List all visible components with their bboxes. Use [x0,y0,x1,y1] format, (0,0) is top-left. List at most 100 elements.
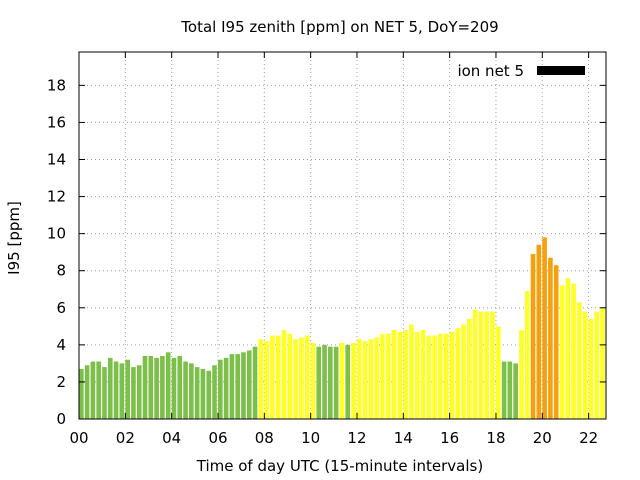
bar [588,318,594,419]
bar [90,361,96,419]
bar [281,330,287,419]
bar [420,330,426,419]
y-tick-label: 4 [56,336,66,354]
bar [189,363,194,419]
bar [484,311,490,419]
bar [594,311,600,419]
y-tick-label: 18 [47,76,66,94]
bar [223,357,229,419]
bar [241,352,246,419]
x-tick-label: 02 [116,429,135,447]
bar [264,341,269,419]
bar [171,357,177,419]
x-tick-label: 16 [440,429,459,447]
bar [501,361,507,419]
bar [548,257,553,419]
y-tick-label: 6 [56,299,66,317]
y-tick-label: 12 [47,188,66,206]
bar [513,363,518,419]
bar [478,311,484,419]
bar [107,357,113,419]
bar [246,350,252,419]
bar [183,361,188,419]
bar [524,291,530,419]
bar [217,359,223,419]
bars [79,237,605,419]
bar [258,339,264,419]
bar [391,330,397,419]
bar [438,333,443,419]
bar [310,343,316,419]
bar [206,370,212,419]
bar [84,365,90,419]
y-tick-label: 2 [56,373,66,391]
bar [339,343,345,419]
bar [368,339,374,419]
y-tick-label: 8 [56,262,66,280]
bar [414,331,420,419]
y-tick-label: 10 [47,225,66,243]
bar [536,244,542,419]
bar [565,278,571,419]
bar [345,344,351,419]
bar [304,335,310,419]
bar [165,352,171,419]
x-tick-label: 22 [579,429,598,447]
bar [102,367,107,419]
bar [119,363,125,419]
bar [79,368,84,419]
bar [316,346,322,419]
bar [200,368,206,419]
bar [403,330,408,419]
bar [177,355,183,419]
bar [131,367,136,419]
bar [96,361,102,419]
bar [293,339,298,419]
bar [443,333,449,419]
bar [577,302,582,419]
bar [333,346,339,419]
bar [472,309,478,419]
bar [362,341,368,419]
x-tick-label: 04 [162,429,181,447]
x-tick-label: 12 [347,429,366,447]
bar [542,237,547,419]
bar [252,346,258,419]
chart-title: Total I95 zenith [ppm] on NET 5, DoY=209 [180,18,498,36]
x-tick-label: 14 [394,429,413,447]
bar [385,333,391,419]
legend-swatch [537,66,585,75]
x-tick-label: 08 [255,429,274,447]
bar [432,335,437,419]
bar [212,365,217,419]
bar [160,355,165,419]
bar [287,333,293,419]
x-axis-label: Time of day UTC (15-minute intervals) [196,457,483,475]
legend: ion net 5 [457,62,585,80]
x-tick-label: 18 [486,429,505,447]
bar [299,337,304,419]
bar [397,331,403,419]
bar [142,355,148,419]
x-tick-label: 20 [533,429,552,447]
bar [328,346,333,419]
bar [380,333,385,419]
bar [270,335,275,419]
bar [194,367,200,419]
bar [559,285,565,419]
x-tick-label: 00 [69,429,88,447]
y-tick-label: 14 [47,151,66,169]
bar [275,335,281,419]
bar [467,318,472,419]
bar [507,361,513,419]
bar [351,343,356,419]
bar [154,357,159,419]
bar [582,311,588,419]
bar [374,337,379,419]
y-axis-label: I95 [ppm] [5,201,23,275]
bar [235,354,240,419]
bar [449,331,455,419]
bar [426,335,432,419]
bar [136,365,142,419]
